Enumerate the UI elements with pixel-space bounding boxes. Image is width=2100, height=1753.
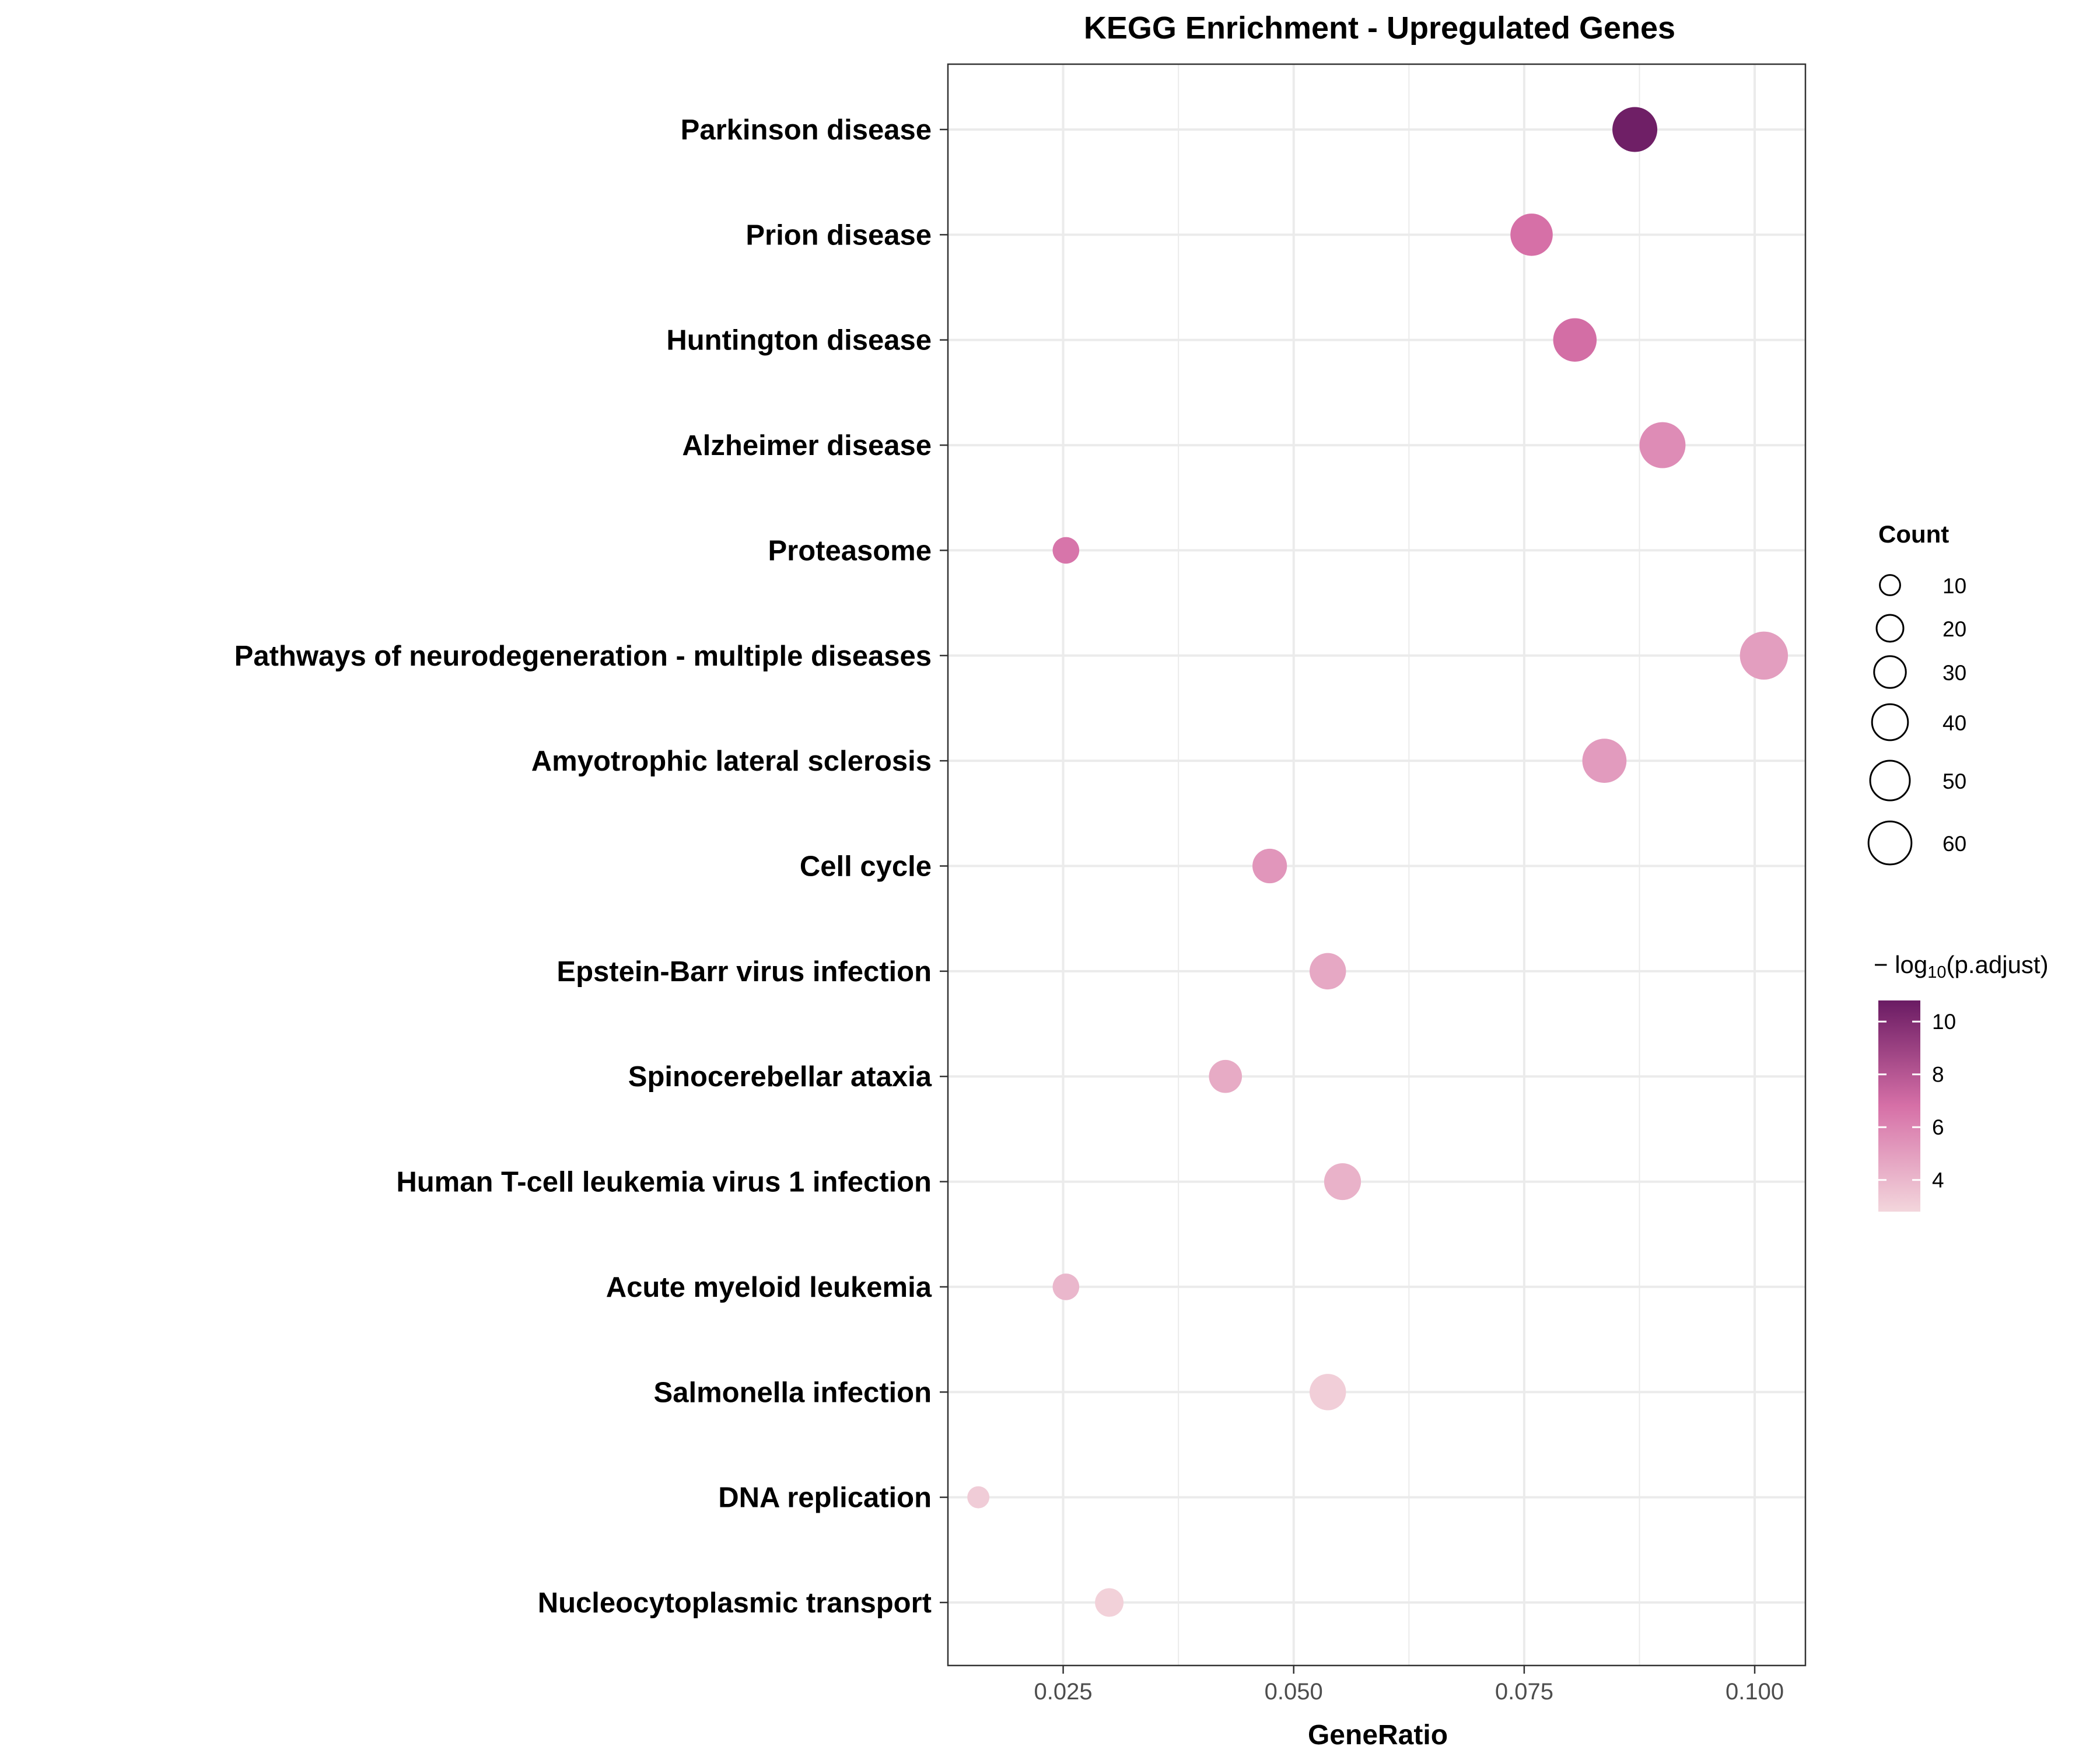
y-tick-label: Spinocerebellar ataxia [628,1061,932,1093]
y-tick-label: Huntington disease [666,325,932,356]
color-bar-label: 4 [1932,1168,1944,1192]
color-bar-label: 6 [1932,1115,1944,1139]
size-legend-label: 50 [1943,769,1966,793]
y-tick-label: Nucleocytoplasmic transport [538,1587,932,1619]
color-bar-label: 10 [1932,1010,1956,1034]
data-point [1740,631,1788,680]
color-bar [1878,1000,1920,1212]
x-tick-label: 0.075 [1495,1679,1553,1705]
grid-lines [947,64,1805,1665]
size-legend-key [1869,760,1911,802]
chart-title: KEGG Enrichment - Upregulated Genes [1084,11,1675,46]
x-tick-label: 0.025 [1034,1679,1093,1705]
size-legend-label: 60 [1943,832,1966,856]
data-point [1612,107,1658,152]
color-bar-label: 8 [1932,1063,1944,1087]
data-point [1209,1059,1242,1093]
size-legend-label: 20 [1943,617,1966,641]
y-tick-label: Alzheimer disease [682,430,932,461]
x-tick-label: 0.050 [1265,1679,1323,1705]
size-legend-title: Count [1878,520,1949,548]
data-point [1052,537,1080,564]
y-tick-label: Acute myeloid leukemia [606,1272,932,1303]
panel-border [947,63,1807,1667]
data-point [967,1486,990,1509]
data-point [1324,1163,1362,1201]
y-tick-label: DNA replication [718,1482,932,1514]
size-legend-label: 30 [1943,661,1966,685]
size-legend-label: 10 [1943,574,1966,598]
y-tick-label: Epstein-Barr virus infection [556,956,932,988]
size-legend-key [1873,655,1907,689]
data-point [1252,848,1287,884]
data-point [1639,422,1686,468]
data-point [1510,214,1553,256]
y-tick-label: Parkinson disease [681,114,932,146]
data-point [1582,739,1627,783]
size-legend-key [1875,614,1905,643]
size-legend: Count 10 20 30 40 50 60 [1867,520,1966,866]
x-tick-label: 0.100 [1726,1679,1784,1705]
size-legend-key [1871,703,1909,741]
data-point [1310,953,1346,990]
color-legend-title: − log10(p.adjust) [1874,951,2049,982]
y-tick-label: Cell cycle [800,851,932,883]
y-tick-label: Proteasome [768,535,932,566]
size-legend-label: 40 [1943,711,1966,735]
color-legend-title-prefix: − log [1874,951,1927,978]
data-point [1052,1273,1080,1300]
y-tick-label: Pathways of neurodegeneration - multiple… [235,641,932,672]
y-tick-label: Salmonella infection [654,1377,932,1408]
y-axis: Parkinson disease Prion disease Huntington… [235,114,948,1619]
data-point [1095,1588,1124,1617]
x-axis: 0.025 0.050 0.075 0.100 [1034,1665,1784,1705]
data-point [1310,1374,1346,1411]
y-tick-label: Human T-cell leukemia virus 1 infection [396,1167,932,1198]
data-points [967,107,1788,1617]
size-legend-key [1879,574,1901,596]
size-legend-key [1867,820,1913,866]
x-axis-title: GeneRatio [1308,1720,1448,1750]
color-legend-title-suffix: (p.adjust) [1947,951,2049,978]
y-tick-label: Amyotrophic lateral sclerosis [531,746,932,777]
data-point [1553,318,1597,362]
y-tick-label: Prion disease [746,219,932,251]
color-legend-title-subscript: 10 [1927,963,1946,982]
